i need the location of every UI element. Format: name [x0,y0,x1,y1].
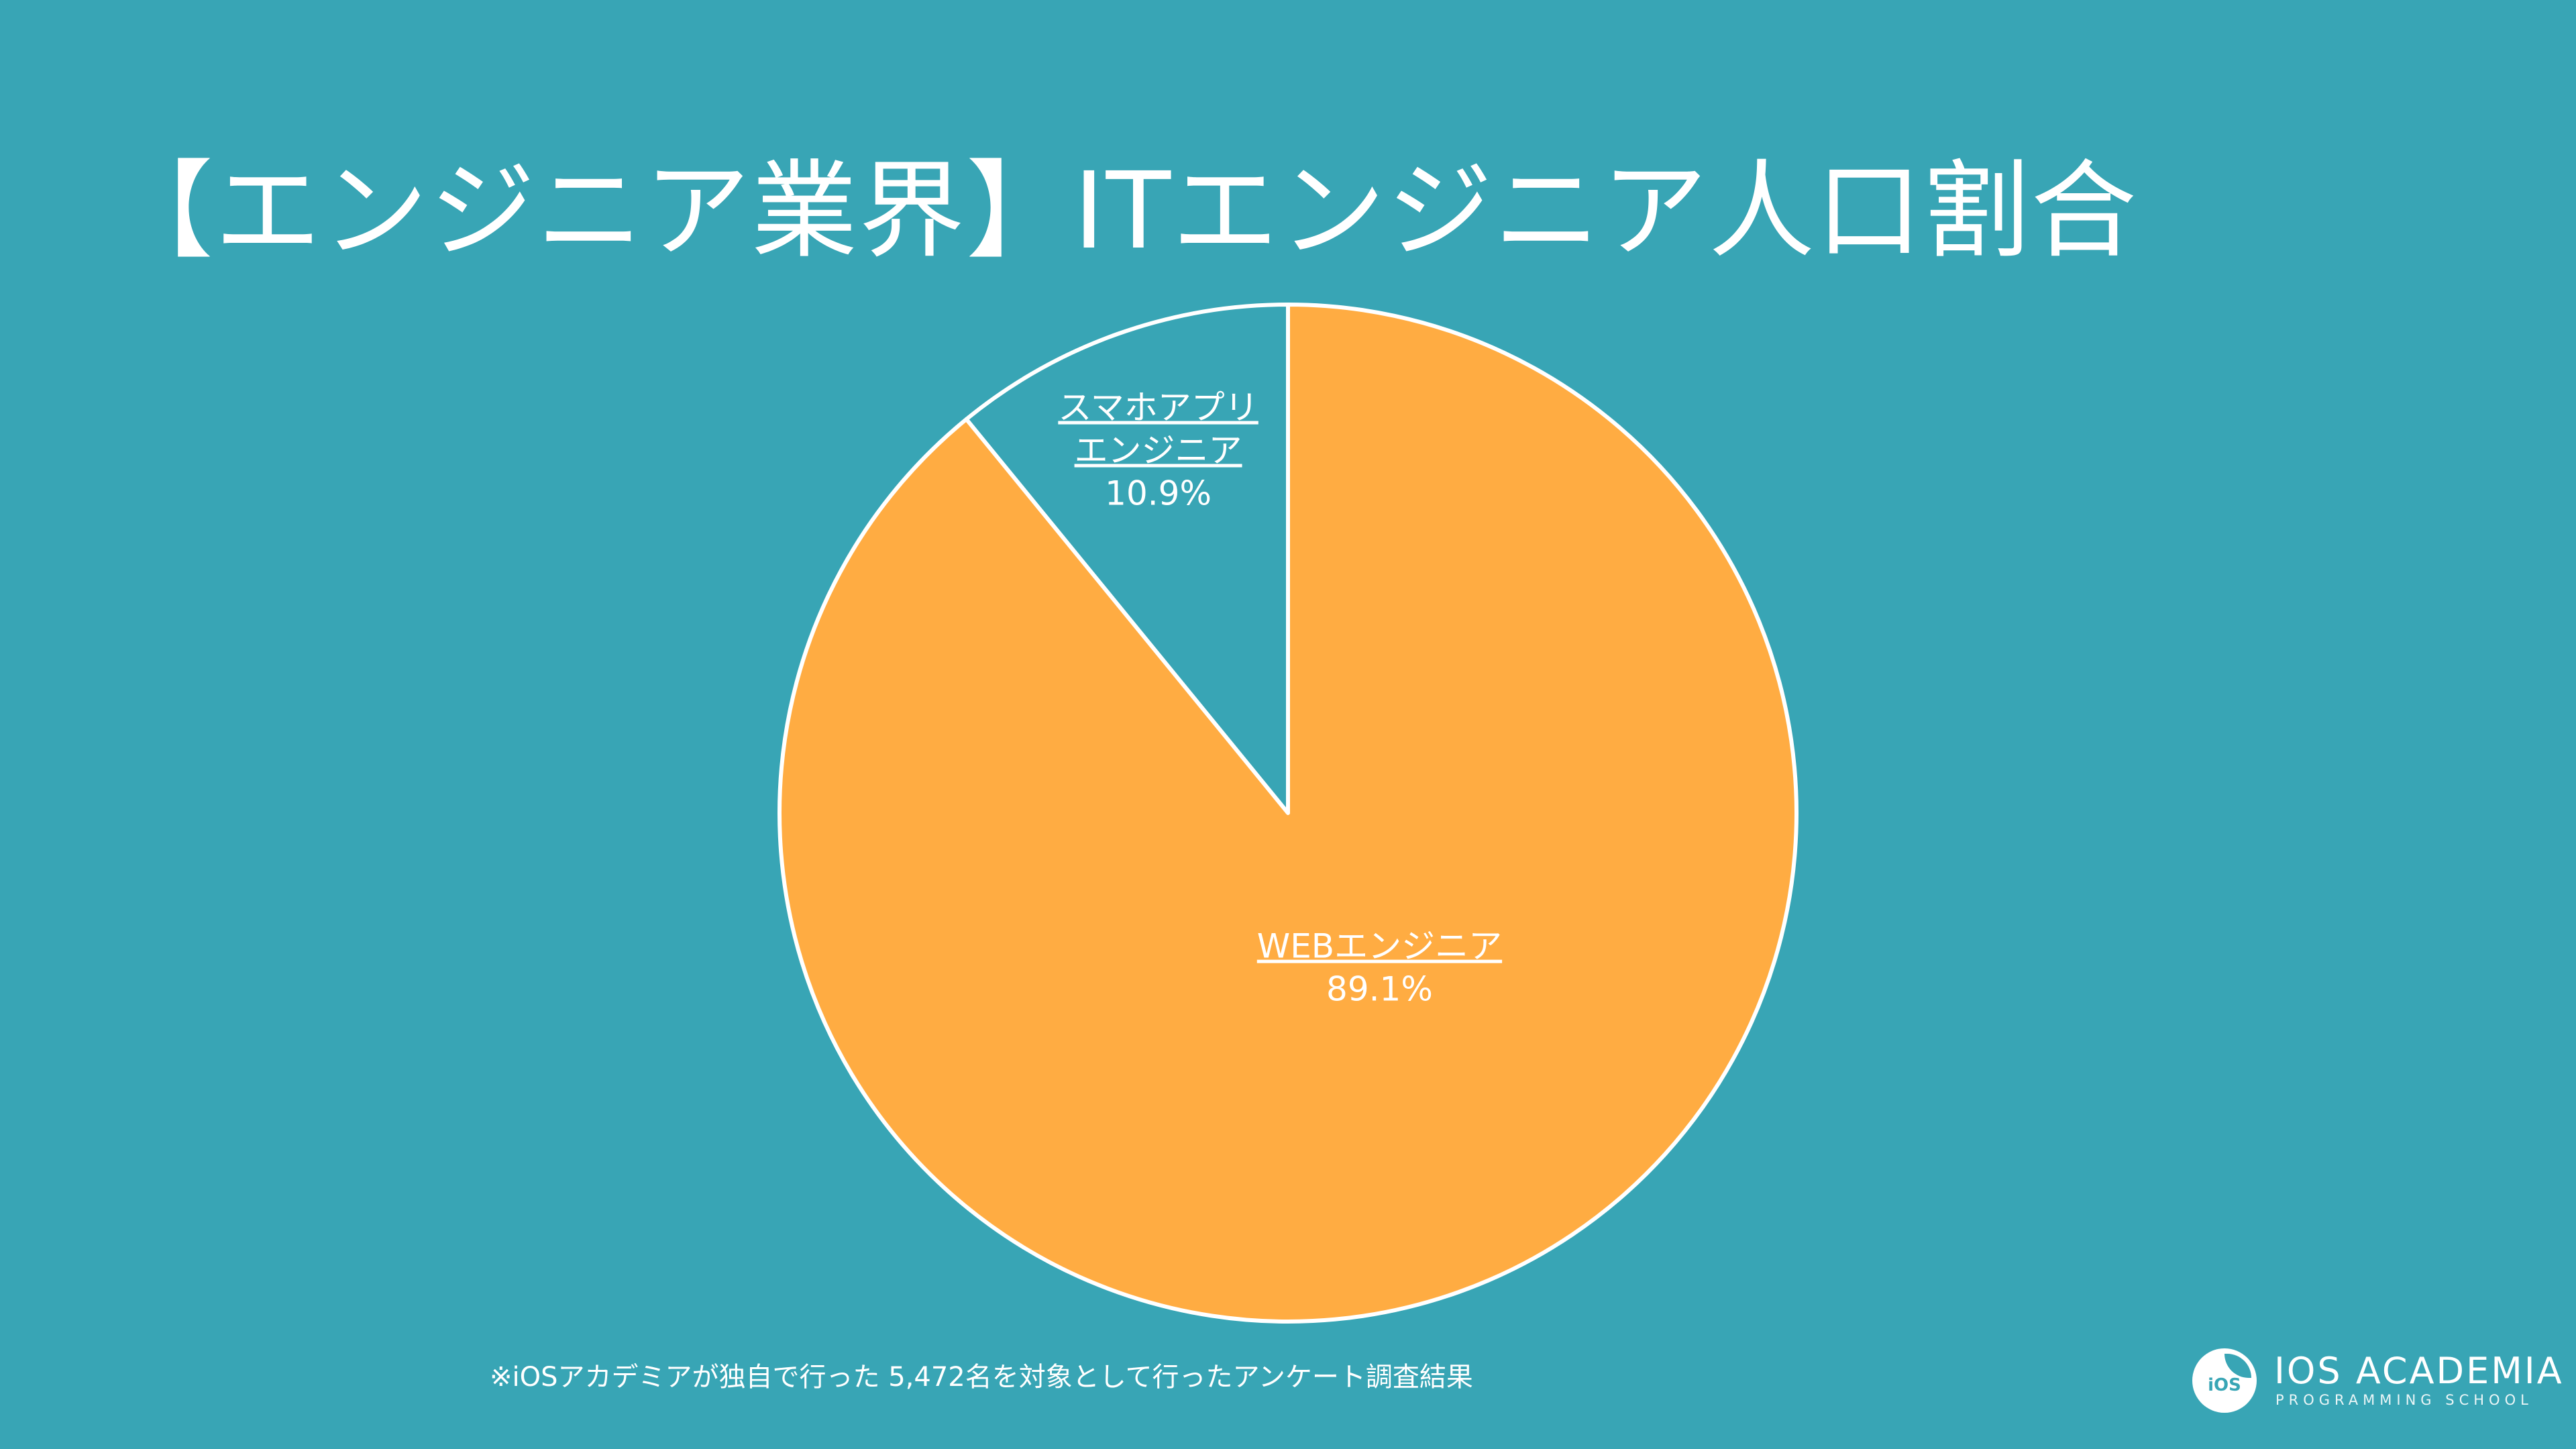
pie-slice-1 [777,303,1799,1324]
survey-footnote: ※iOSアカデミアが独自で行った 5,472名を対象として行ったアンケート調査結… [490,1362,1473,1393]
slice-value-1: 89.1% [1326,970,1433,1009]
pie-slices [777,303,1799,1324]
logo-leaf-icon [2224,1354,2251,1378]
slice-label-0-line-1: エンジニア [1075,431,1242,470]
logo-tagline: PROGRAMMING SCHOOL [2275,1392,2533,1408]
page-title: 【エンジニア業界】ITエンジニア人口割合 [107,150,2139,273]
slice-label-0-line-0: スマホアプリ [1058,388,1258,427]
logo-name: IOS ACADEMIA [2274,1350,2564,1392]
logo-badge-text: iOS [2208,1375,2241,1395]
slice-label-1-line-0: WEBエンジニア [1257,927,1502,966]
slice-value-0: 10.9% [1105,474,1212,513]
logo-badge-icon: iOS [2192,1348,2257,1413]
brand-logo: iOS IOS ACADEMIA PROGRAMMING SCHOOL [2192,1347,2562,1414]
pie-slice-0 [964,303,1290,815]
